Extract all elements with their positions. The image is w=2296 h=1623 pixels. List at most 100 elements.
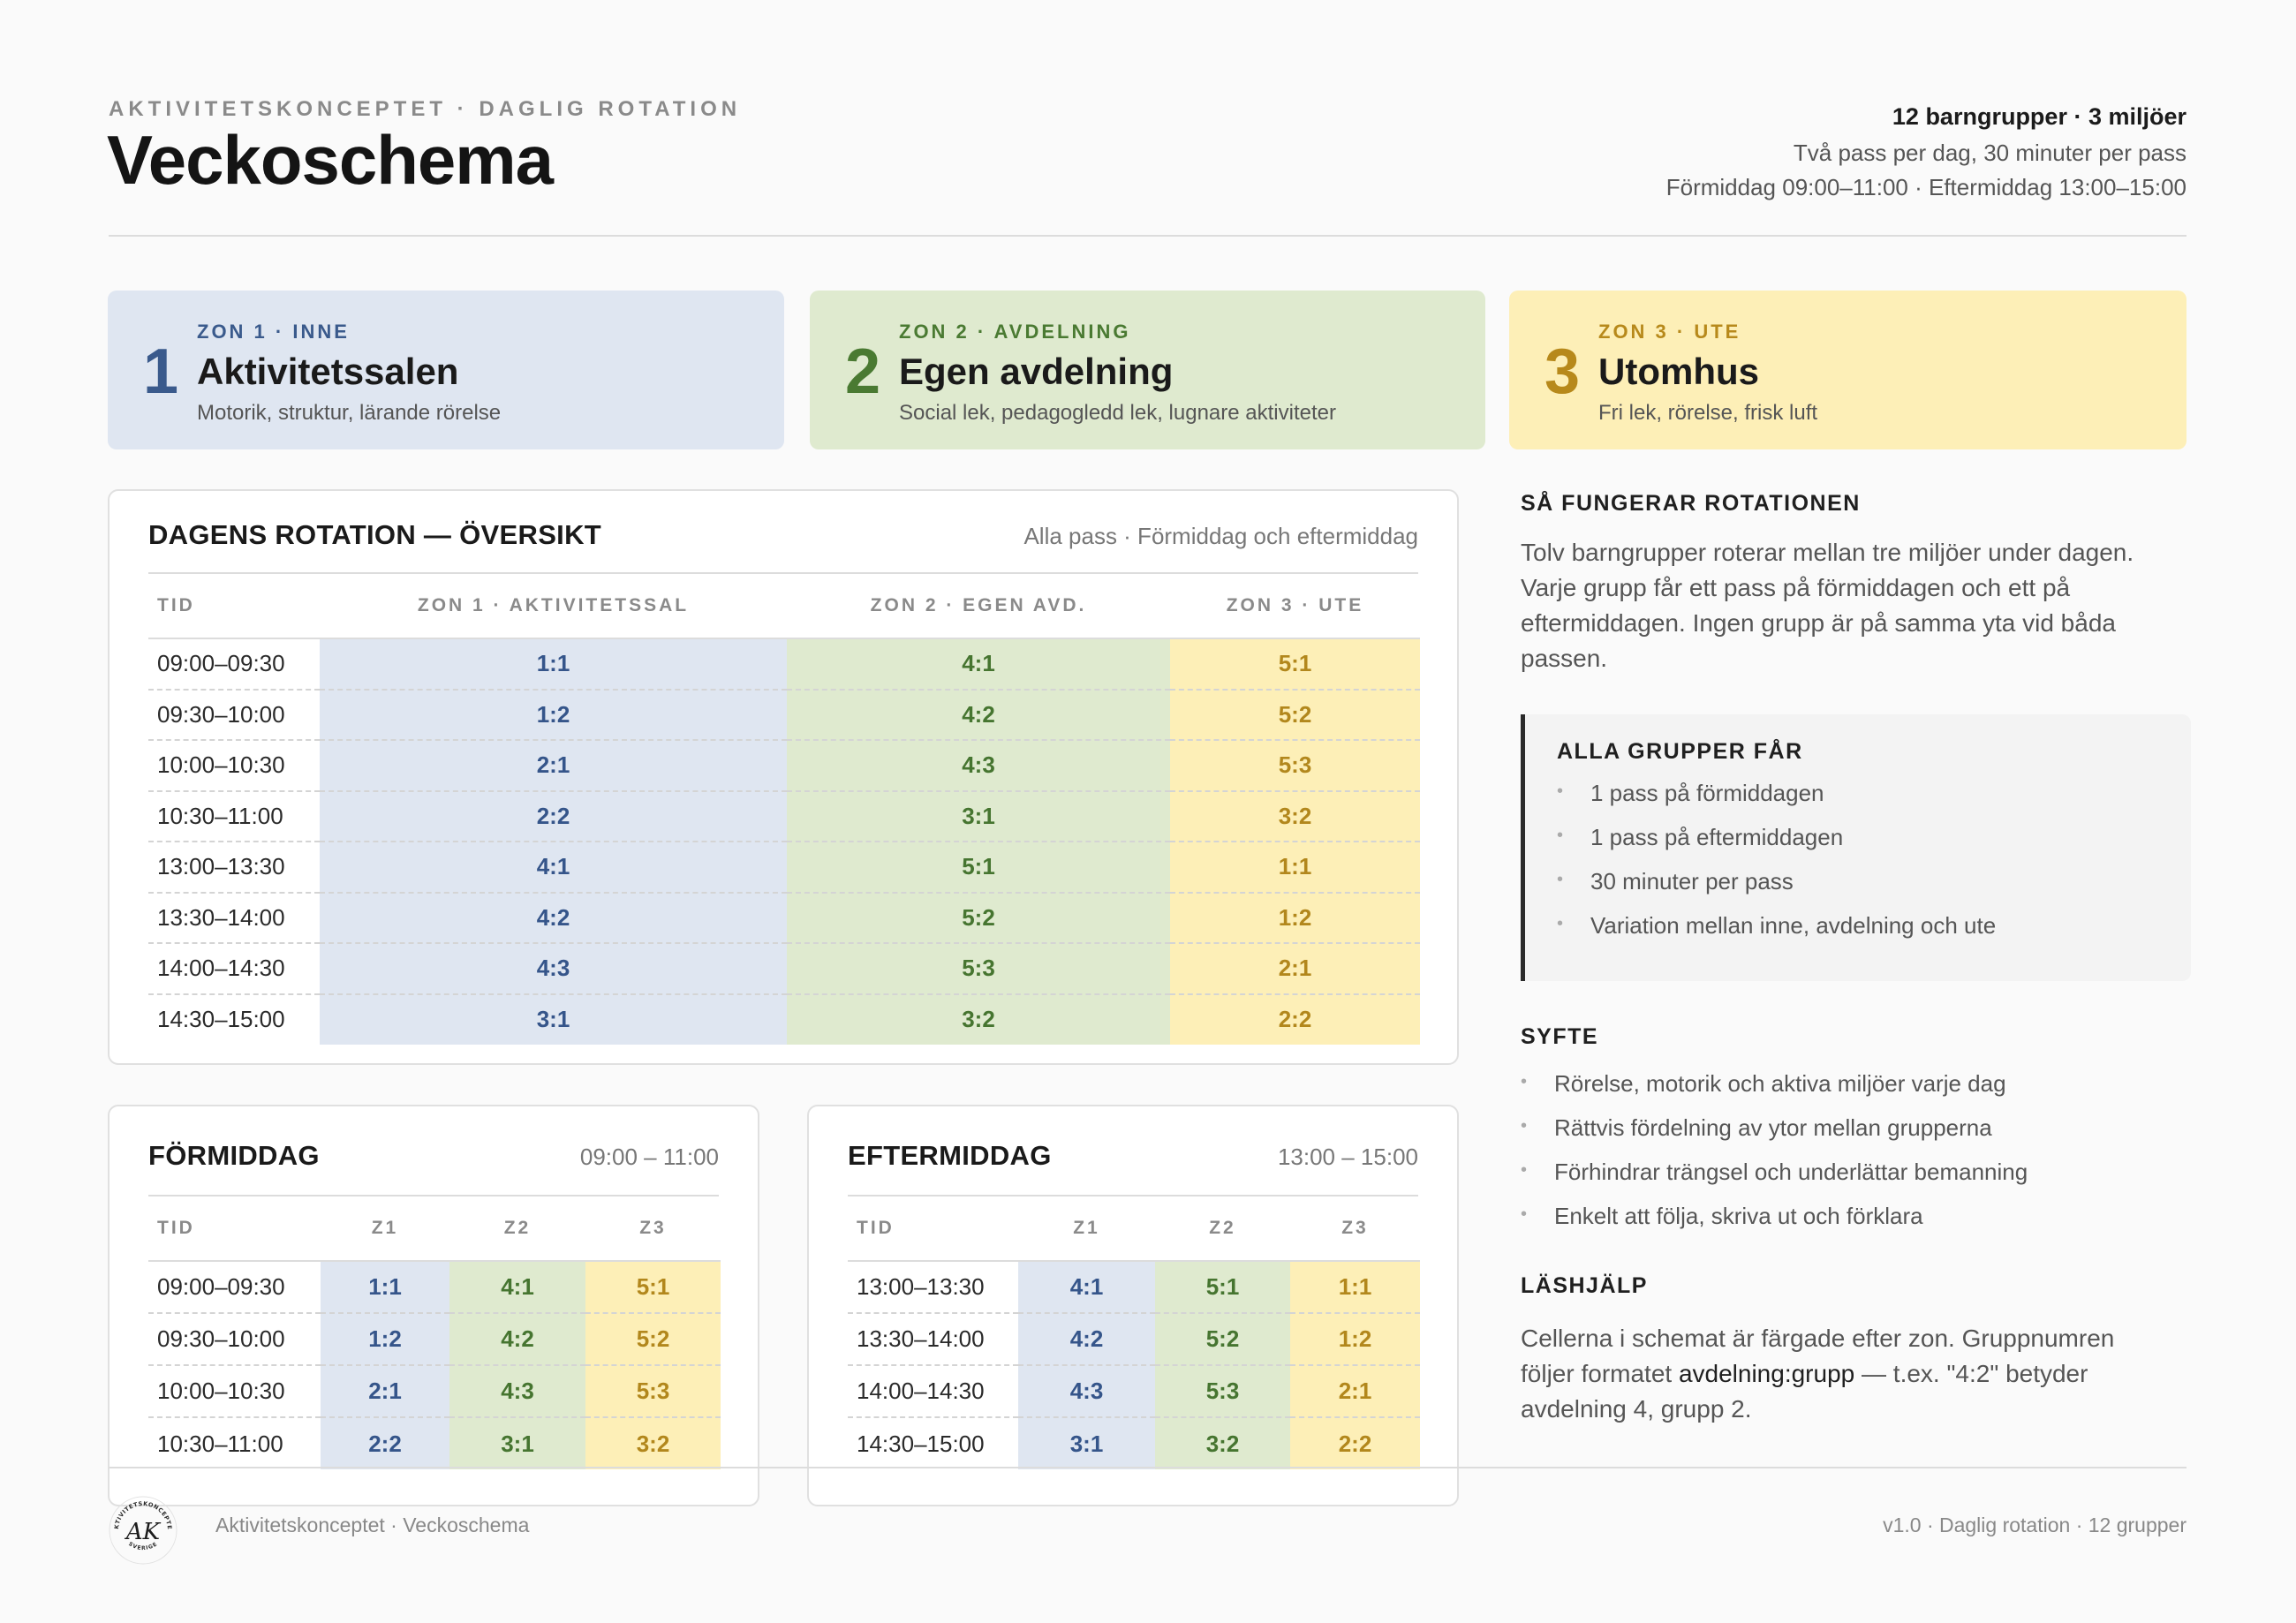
zone-description: Social lek, pedagogledd lek, lugnare akt… xyxy=(899,401,1336,425)
group-cell-zone-1: 1:1 xyxy=(321,1261,449,1314)
time-cell: 13:00–13:30 xyxy=(148,842,320,894)
group-cell-zone-2: 4:3 xyxy=(787,740,1170,792)
column-header-zone-3: Z3 xyxy=(585,1196,721,1262)
table-row: 10:30–11:00 2:2 3:1 3:2 xyxy=(148,790,1420,842)
time-cell: 09:30–10:00 xyxy=(148,1313,321,1366)
group-cell-zone-2: 3:1 xyxy=(449,1417,585,1469)
group-cell-zone-1: 4:1 xyxy=(320,842,787,894)
group-cell-zone-1: 2:2 xyxy=(320,790,787,842)
table-row: 10:30–11:00 2:2 3:1 3:2 xyxy=(148,1417,721,1469)
table-row: 09:00–09:30 1:1 4:1 5:1 xyxy=(148,1261,721,1314)
group-cell-zone-2: 3:1 xyxy=(787,790,1170,842)
group-cell-zone-3: 2:1 xyxy=(1290,1365,1420,1418)
list-item: Rörelse, motorik och aktiva miljöer varj… xyxy=(1521,1070,2028,1114)
rotation-text: Tolv barngrupper roterar mellan tre milj… xyxy=(1521,539,2134,672)
group-cell-zone-3: 1:1 xyxy=(1290,1261,1420,1314)
group-cell-zone-1: 1:1 xyxy=(320,638,787,691)
list-item: Enkelt att följa, skriva ut och förklara xyxy=(1521,1203,2028,1247)
group-cell-zone-3: 1:2 xyxy=(1170,892,1420,944)
group-cell-zone-1: 2:2 xyxy=(321,1417,449,1469)
footer-left: Aktivitetskonceptet · Veckoschema xyxy=(215,1514,530,1536)
group-cell-zone-1: 1:2 xyxy=(321,1313,449,1366)
logo-seal-icon: AKTIVITETSKONCEPTET SVERIGE AK xyxy=(105,1490,177,1565)
table-row: 10:00–10:30 2:1 4:3 5:3 xyxy=(148,1365,721,1418)
reading-text-before: Cellerna i schemat är färgade efter zon.… xyxy=(1521,1325,2115,1387)
purpose-list: Rörelse, motorik och aktiva miljöer varj… xyxy=(1521,1070,2028,1247)
zone-card-1: 1 ZON 1 · INNE Aktivitetssalen Motorik, … xyxy=(108,291,784,449)
table-row: 14:30–15:00 3:1 3:2 2:2 xyxy=(148,993,1420,1045)
group-cell-zone-3: 5:3 xyxy=(585,1365,721,1418)
group-cell-zone-3: 5:2 xyxy=(1170,689,1420,741)
list-item: 30 minuter per pass xyxy=(1557,868,1996,912)
group-cell-zone-3: 1:1 xyxy=(1170,842,1420,894)
afternoon-title: EFTERMIDDAG xyxy=(848,1140,1052,1171)
group-cell-zone-3: 5:1 xyxy=(1170,638,1420,691)
summary-times: Förmiddag 09:00–11:00 · Eftermiddag 13:0… xyxy=(1665,174,2186,200)
group-cell-zone-2: 5:2 xyxy=(1155,1313,1290,1366)
column-header-zone-1: Z1 xyxy=(321,1196,449,1262)
time-cell: 13:30–14:00 xyxy=(848,1313,1018,1366)
time-cell: 09:00–09:30 xyxy=(148,1261,321,1314)
group-cell-zone-1: 4:1 xyxy=(1018,1261,1155,1314)
table-row: 13:00–13:30 4:1 5:1 1:1 xyxy=(848,1261,1420,1314)
group-cell-zone-2: 4:1 xyxy=(449,1261,585,1314)
time-cell: 09:00–09:30 xyxy=(148,638,320,691)
table-row: 13:00–13:30 4:1 5:1 1:1 xyxy=(148,842,1420,894)
table-row: 14:30–15:00 3:1 3:2 2:2 xyxy=(848,1417,1420,1469)
group-cell-zone-1: 2:1 xyxy=(320,740,787,792)
table-row: 14:00–14:30 4:3 5:3 2:1 xyxy=(848,1365,1420,1418)
reading-heading: LÄSHJÄLP xyxy=(1521,1273,1648,1298)
time-cell: 10:30–11:00 xyxy=(157,1430,283,1457)
group-cell-zone-1: 2:1 xyxy=(321,1365,449,1418)
summary-groups: 12 barngrupper · 3 miljöer xyxy=(1892,103,2186,130)
group-cell-zone-3: 5:1 xyxy=(585,1261,721,1314)
morning-range: 09:00 – 11:00 xyxy=(579,1144,719,1170)
header-summary: 12 barngrupper · 3 miljöer Två pass per … xyxy=(1666,103,2186,208)
time-cell: 10:00–10:30 xyxy=(148,740,320,792)
reading-text: Cellerna i schemat är färgade efter zon.… xyxy=(1521,1321,2174,1427)
time-cell: 14:30–15:00 xyxy=(157,1006,285,1033)
group-cell-zone-2: 4:3 xyxy=(449,1365,585,1418)
zone-label: ZON 1 · INNE xyxy=(197,321,350,343)
table-row: 09:00–09:30 1:1 4:1 5:1 xyxy=(148,638,1420,691)
footer-right: v1.0 · Daglig rotation · 12 grupper xyxy=(1883,1514,2186,1536)
group-cell-zone-3: 3:2 xyxy=(585,1417,721,1469)
zone-number: 1 xyxy=(143,336,179,407)
overview-panel: DAGENS ROTATION — ÖVERSIKT Alla pass · F… xyxy=(108,489,1459,1065)
morning-panel: FÖRMIDDAG 09:00 – 11:00 TID Z1 Z2 Z3 09:00–… xyxy=(108,1105,759,1506)
zone-card-3: 3 ZON 3 · UTE Utomhus Fri lek, rörelse, … xyxy=(1509,291,2186,449)
all-groups-heading: ALLA GRUPPER FÅR xyxy=(1557,739,1803,764)
afternoon-range: 13:00 – 15:00 xyxy=(1277,1144,1418,1170)
table-row: 10:00–10:30 2:1 4:3 5:3 xyxy=(148,740,1420,792)
group-cell-zone-2: 5:2 xyxy=(787,892,1170,944)
group-cell-zone-2: 4:2 xyxy=(787,689,1170,741)
zone-name: Aktivitetssalen xyxy=(197,351,459,392)
column-header-zone-3: ZON 3 · UTE xyxy=(1170,574,1420,639)
group-cell-zone-1: 3:1 xyxy=(1018,1417,1155,1469)
svg-text:AK: AK xyxy=(125,1519,162,1545)
morning-header-row: TID Z1 Z2 Z3 xyxy=(148,1196,721,1262)
morning-title: FÖRMIDDAG xyxy=(148,1140,320,1171)
morning-divider xyxy=(148,1195,719,1196)
zone-label: ZON 2 · AVDELNING xyxy=(899,321,1131,343)
time-cell: 13:00–13:30 xyxy=(848,1261,1018,1314)
group-cell-zone-2: 5:1 xyxy=(1155,1261,1290,1314)
list-item: Rättvis fördelning av ytor mellan gruppe… xyxy=(1521,1114,2028,1159)
group-cell-zone-1: 1:2 xyxy=(320,689,787,741)
afternoon-divider xyxy=(848,1195,1418,1196)
time-cell: 09:30–10:00 xyxy=(148,689,320,741)
column-header-zone-3: Z3 xyxy=(1290,1196,1420,1262)
group-cell-zone-3: 1:2 xyxy=(1290,1313,1420,1366)
afternoon-panel: EFTERMIDDAG 13:00 – 15:00 TID Z1 Z2 Z3 13:0… xyxy=(807,1105,1459,1506)
zone-description: Motorik, struktur, lärande rörelse xyxy=(197,401,502,425)
group-cell-zone-3: 2:2 xyxy=(1170,993,1420,1045)
afternoon-table: TID Z1 Z2 Z3 13:00–13:30 4:1 5:1 1:1 13:30–14:0… xyxy=(848,1196,1420,1469)
summary-passes: Två pass per dag, 30 minuter per pass xyxy=(1793,140,2186,166)
time-cell: 14:30–15:00 xyxy=(857,1430,985,1457)
purpose-heading: SYFTE xyxy=(1521,1024,1599,1049)
table-row: 09:30–10:00 1:2 4:2 5:2 xyxy=(148,689,1420,741)
group-cell-zone-3: 2:1 xyxy=(1170,943,1420,995)
time-cell: 14:00–14:30 xyxy=(848,1365,1018,1418)
zone-description: Fri lek, rörelse, frisk luft xyxy=(1598,401,1818,425)
logo: AKTIVITETSKONCEPTET SVERIGE AK xyxy=(105,1490,178,1566)
